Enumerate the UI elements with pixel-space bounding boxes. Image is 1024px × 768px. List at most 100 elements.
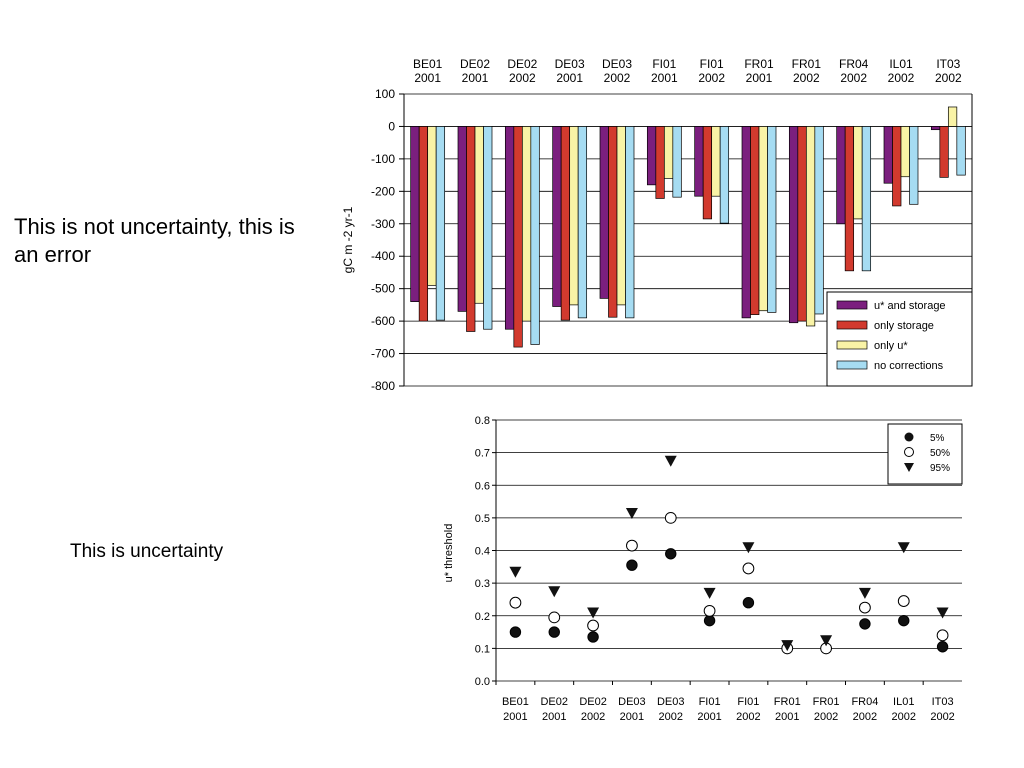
y-tick-label: 0 [388,119,395,133]
bar [672,126,682,198]
point-50pct [936,629,949,642]
point-50pct [742,562,755,575]
x-category-label: 2002 [659,711,683,723]
y-tick-label: 0.6 [475,480,490,492]
x-category-label: 2001 [697,711,721,723]
x-category-label: DE03 [618,696,646,708]
legend-swatch [836,360,868,370]
x-category-label: FR01 [813,696,840,708]
x-category-label: 2002 [840,71,867,85]
point-95pct [625,507,638,519]
x-category-label: 2002 [930,711,954,723]
point-50pct [626,539,638,552]
x-category-label: BE01 [502,696,529,708]
point-5pct [898,614,910,627]
point-95pct [897,542,910,554]
point-5pct [509,626,522,638]
x-category-label: 2002 [853,711,877,723]
x-category-label: DE02 [507,57,537,71]
point-5pct [665,548,677,560]
x-category-label: FR04 [851,696,878,708]
point-95pct [781,640,794,652]
legend-marker [904,447,914,457]
point-95pct [509,566,522,578]
y-tick-label: 0.8 [475,415,490,427]
x-category-label: FI01 [652,57,676,71]
x-category-label: IL01 [893,696,914,708]
x-category-label: 2001 [746,71,773,85]
x-category-label: 2002 [698,71,725,85]
caption-uncertainty: This is uncertainty [70,541,224,562]
y-tick-label: -500 [371,282,395,296]
legend-label: only storage [874,320,934,332]
point-95pct [664,455,677,467]
point-50pct [548,611,561,624]
legend-marker [904,432,914,442]
x-category-label: FR01 [744,57,774,71]
legend-swatch [836,320,868,330]
y-tick-label: 0.7 [475,448,490,460]
x-category-label: 2002 [892,711,916,723]
bar [956,126,966,176]
y-tick-label: 100 [375,87,395,101]
point-50pct [859,601,871,614]
x-category-label: 2002 [814,711,838,723]
y-tick-label: -800 [371,379,395,393]
x-category-label: DE02 [540,696,568,708]
legend: 5% 50% 95% [887,423,963,485]
x-category-label: 2001 [503,711,527,723]
legend-swatch [836,340,868,350]
x-category-label: IT03 [936,57,960,71]
x-category-label: 2002 [888,71,915,85]
x-category-label: IT03 [932,696,954,708]
y-tick-label: -400 [371,249,395,263]
legend-box [887,423,963,485]
y-tick-label: 0.4 [475,546,490,558]
point-50pct [897,595,910,607]
x-category-label: DE02 [579,696,607,708]
x-category-label: FI01 [699,696,721,708]
x-category-label: 2001 [462,71,489,85]
x-category-label: IL01 [889,57,913,71]
x-category-label: FR04 [839,57,869,71]
y-tick-label: 0.0 [475,676,490,688]
bar [625,126,635,319]
x-category-label: BE01 [413,57,443,71]
point-95pct [548,586,561,598]
x-category-label: 2001 [651,71,678,85]
caption-error: This is not uncertainty, this is an erro… [14,214,295,267]
y-axis-label: gC m -2 yr-1 [341,206,355,273]
point-5pct [548,626,560,638]
point-5pct [859,618,871,630]
bar [909,126,919,205]
y-tick-label: -300 [371,217,395,231]
x-category-label: FR01 [774,696,801,708]
point-95pct [587,607,600,619]
y-tick-label: -200 [371,184,395,198]
legend-swatch [836,300,868,310]
bar [483,126,493,330]
point-95pct [703,587,716,599]
legend-label: 5% [930,433,945,444]
x-category-label: 2001 [620,711,644,723]
y-tick-label: -700 [371,347,395,361]
x-category-label: 2002 [736,711,760,723]
bar [861,126,872,272]
point-50pct [703,604,716,617]
point-95pct [820,635,833,647]
x-category-label: DE03 [657,696,685,708]
x-category-label: 2001 [414,71,441,85]
y-tick-label: 0.3 [475,578,490,590]
point-5pct [936,641,949,653]
bar [767,126,777,313]
bar [577,126,588,319]
x-category-label: FI01 [737,696,759,708]
bar [814,126,824,315]
x-category-label: 2002 [581,711,605,723]
point-50pct [587,619,599,632]
bar [435,126,446,321]
legend: u* and storage only storage only u* no corr… [826,291,973,387]
y-axis-label: u* threshold [443,524,455,583]
